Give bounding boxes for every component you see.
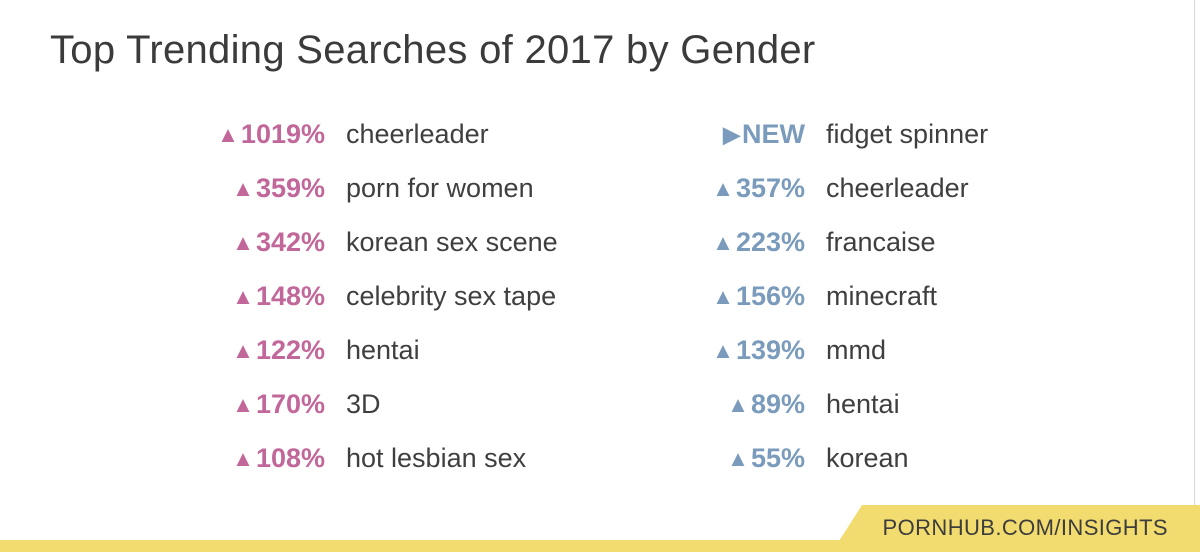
source-label: PORNHUB.COM/INSIGHTS xyxy=(882,515,1168,540)
change-value: ▲148% xyxy=(232,276,325,317)
change-value: ▲122% xyxy=(232,330,325,371)
change-percent: 122% xyxy=(255,335,325,365)
up-triangle-icon: ▲ xyxy=(232,176,254,201)
list-item: ▲148% celebrity sex tape xyxy=(160,276,640,330)
list-item: ▲1019% cheerleader xyxy=(160,114,640,168)
infographic-card: Top Trending Searches of 2017 by Gender … xyxy=(50,0,1195,540)
change-value: ▲357% xyxy=(712,168,805,209)
change-percent: 89% xyxy=(750,389,805,419)
list-item: ▶NEW fidget spinner xyxy=(640,114,1120,168)
search-term: hentai xyxy=(346,335,420,365)
search-term: fidget spinner xyxy=(826,119,989,149)
list-item: ▲170% 3D xyxy=(160,384,640,438)
change-value: ▲108% xyxy=(232,438,325,479)
change-value: ▲359% xyxy=(232,168,325,209)
change-value: ▲89% xyxy=(727,384,805,425)
up-triangle-icon: ▲ xyxy=(712,230,734,255)
up-triangle-icon: ▲ xyxy=(217,122,239,147)
change-percent: 139% xyxy=(735,335,805,365)
up-triangle-icon: ▲ xyxy=(232,230,254,255)
list-item: ▲342% korean sex scene xyxy=(160,222,640,276)
change-value: ▲139% xyxy=(712,330,805,371)
new-arrow-icon: ▶ xyxy=(723,122,740,147)
change-value: ▲156% xyxy=(712,276,805,317)
change-percent: NEW xyxy=(742,119,805,149)
list-item: ▲122% hentai xyxy=(160,330,640,384)
men-column: ▶NEW fidget spinner ▲357% cheerleader ▲223% f… xyxy=(640,114,1120,492)
chart-title: Top Trending Searches of 2017 by Gender xyxy=(50,28,816,72)
search-term: hot lesbian sex xyxy=(346,443,527,473)
list-item: ▲359% porn for women xyxy=(160,168,640,222)
up-triangle-icon: ▲ xyxy=(232,338,254,363)
search-term: korean sex scene xyxy=(346,227,558,257)
search-term: mmd xyxy=(826,335,886,365)
list-item: ▲156% minecraft xyxy=(640,276,1120,330)
change-percent: 156% xyxy=(735,281,805,311)
list-item: ▲89% hentai xyxy=(640,384,1120,438)
change-percent: 223% xyxy=(735,227,805,257)
change-percent: 108% xyxy=(255,443,325,473)
search-term: minecraft xyxy=(826,281,938,311)
search-term: cheerleader xyxy=(826,173,969,203)
up-triangle-icon: ▲ xyxy=(727,446,749,471)
change-percent: 357% xyxy=(735,173,805,203)
change-value: ▲170% xyxy=(232,384,325,425)
up-triangle-icon: ▲ xyxy=(232,392,254,417)
up-triangle-icon: ▲ xyxy=(712,338,734,363)
search-term: 3D xyxy=(346,389,381,419)
change-percent: 359% xyxy=(255,173,325,203)
up-triangle-icon: ▲ xyxy=(712,284,734,309)
search-term: cheerleader xyxy=(346,119,489,149)
list-item: ▲357% cheerleader xyxy=(640,168,1120,222)
list-item: ▲139% mmd xyxy=(640,330,1120,384)
search-term: francaise xyxy=(826,227,936,257)
change-percent: 342% xyxy=(255,227,325,257)
up-triangle-icon: ▲ xyxy=(232,446,254,471)
women-column: ▲1019% cheerleader ▲359% porn for women ▲342… xyxy=(160,114,640,492)
up-triangle-icon: ▲ xyxy=(232,284,254,309)
search-term: celebrity sex tape xyxy=(346,281,557,311)
change-value: ▲342% xyxy=(232,222,325,263)
change-percent: 170% xyxy=(255,389,325,419)
list-item: ▲55% korean xyxy=(640,438,1120,492)
change-percent: 55% xyxy=(750,443,805,473)
change-percent: 1019% xyxy=(240,119,325,149)
footer-tab xyxy=(832,505,1200,552)
up-triangle-icon: ▲ xyxy=(712,176,734,201)
change-value: ▲55% xyxy=(727,438,805,479)
search-term: hentai xyxy=(826,389,900,419)
list-item: ▲108% hot lesbian sex xyxy=(160,438,640,492)
list-item: ▲223% francaise xyxy=(640,222,1120,276)
search-term: korean xyxy=(826,443,909,473)
change-value: ▲223% xyxy=(712,222,805,263)
search-term: porn for women xyxy=(346,173,534,203)
change-percent: 148% xyxy=(255,281,325,311)
change-value: ▶NEW xyxy=(723,114,805,155)
up-triangle-icon: ▲ xyxy=(727,392,749,417)
change-value: ▲1019% xyxy=(217,114,325,155)
